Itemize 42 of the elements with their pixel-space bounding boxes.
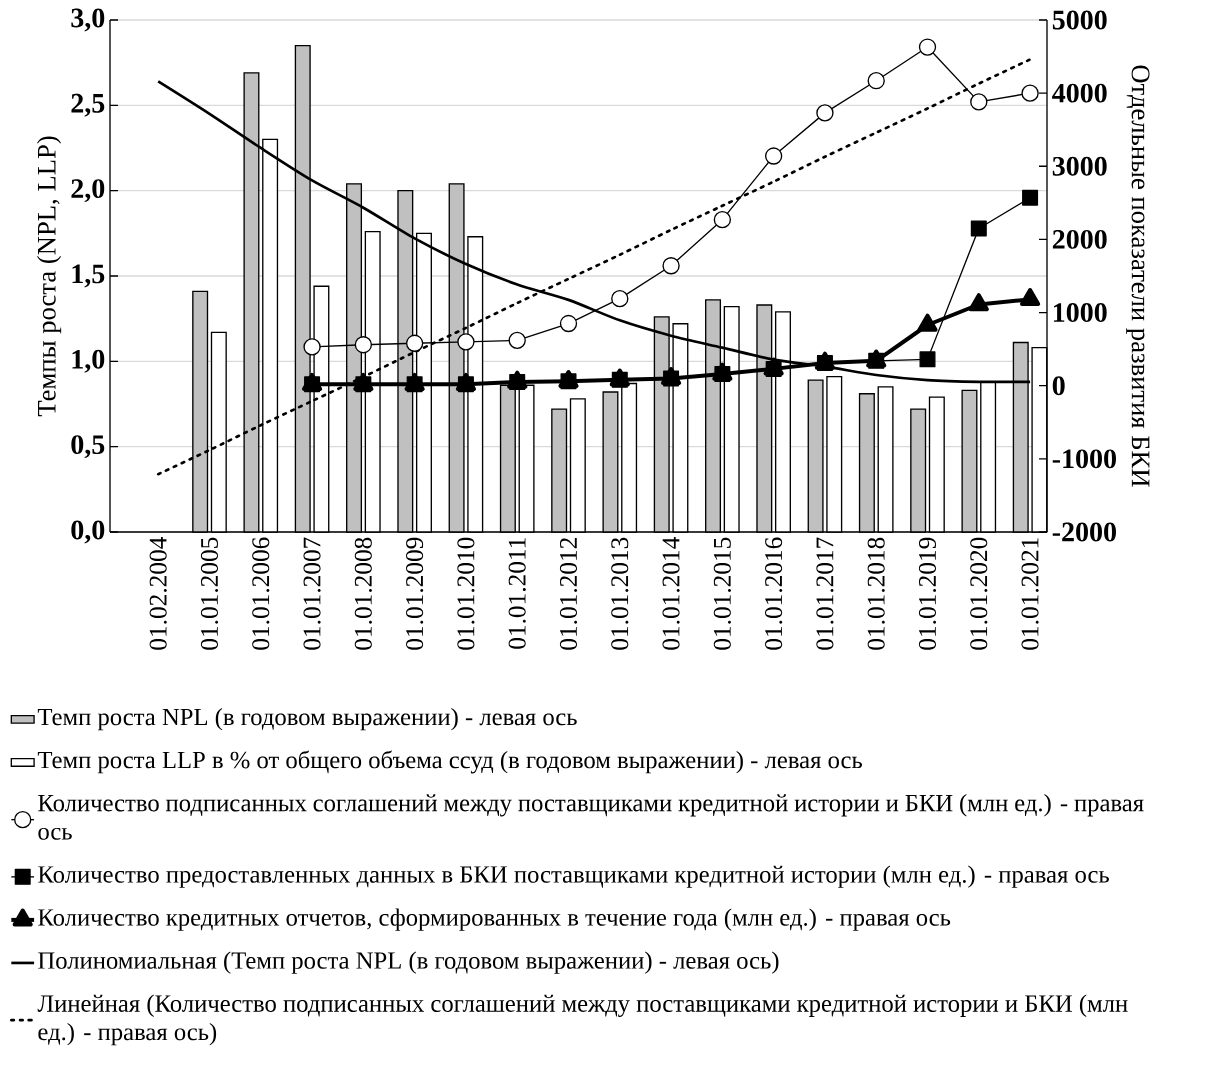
x-tick-label: 01.01.2006 <box>252 537 270 650</box>
y2-tick-label: 3000 <box>1052 156 1107 176</box>
x-tick-label: 01.01.2020 <box>970 537 988 650</box>
y-tick-label: 2,0 <box>71 179 105 203</box>
x-tick-label: 01.01.2011 <box>508 538 526 649</box>
x-tick-label: 01.01.2009 <box>406 537 424 650</box>
y-axis-title: Темпы роста (NPL, LLP) <box>36 136 62 417</box>
legend-label: Количество подписанных соглашений между поставщиками кредитной истории и БКИ (млн ед.) - правая ось <box>38 794 1144 840</box>
y2-tick-label: 0 <box>1052 376 1065 396</box>
y2-tick-label: 1000 <box>1053 303 1107 323</box>
legend-label: Темп роста NPL (в годовом выражении) - левая ось <box>37 707 577 731</box>
y-tick-label: 1,0 <box>72 349 105 373</box>
y2-tick-label: 2000 <box>1052 229 1107 249</box>
x-tick-label: 01.01.2007 <box>303 537 321 650</box>
y2-tick-label: -1000 <box>1052 449 1116 469</box>
y-tick-label: 0,5 <box>71 435 105 459</box>
y-tick-label: 0,0 <box>71 520 105 544</box>
x-tick-label: 01.02.2004 <box>149 537 167 650</box>
y-tick-label: 1,5 <box>72 264 105 288</box>
y2-tick-label: 4000 <box>1052 83 1107 103</box>
legend-label: Темп роста LLP в % от общего объема ссуд (в годовом выражении) - левая ось <box>37 750 862 774</box>
legend-label: Количество предоставленных данных в БКИ поставщиками кредитной истории (млн ед.) - правая ось <box>38 865 1109 888</box>
y2-axis-title: Отдельные показатели развития БКИ <box>1126 65 1150 487</box>
y-tick-label: 2,5 <box>71 93 105 117</box>
x-tick-label: 01.01.2017 <box>816 537 834 650</box>
y2-tick-label: 5000 <box>1052 10 1107 30</box>
legend-label: Количество кредитных отчетов, сформированных в течение года (млн ед.) - правая ось <box>38 908 951 931</box>
x-tick-label: 01.01.2019 <box>918 537 937 650</box>
x-tick-label: 01.01.2015 <box>713 537 731 650</box>
x-tick-label: 01.01.2005 <box>200 537 219 650</box>
x-tick-label: 01.01.2012 <box>559 538 578 650</box>
x-tick-label: 01.01.2013 <box>611 537 629 650</box>
y-tick-label: 3,0 <box>71 8 105 32</box>
x-tick-label: 01.01.2018 <box>867 537 885 650</box>
legend-label: Полиномиальная (Темп роста NPL (в годовом выражении) - левая ось) <box>38 951 779 974</box>
x-tick-label: 01.01.2010 <box>457 537 475 650</box>
x-tick-label: 01.01.2008 <box>354 537 372 650</box>
legend-label: Линейная (Количество подписанных соглашений между поставщиками кредитной истории и БКИ (млн ед.) - правая ось) <box>37 994 1128 1046</box>
x-tick-label: 01.01.2016 <box>765 537 783 650</box>
y2-tick-label: -2000 <box>1052 522 1116 542</box>
x-tick-label: 01.01.2014 <box>662 537 680 650</box>
x-tick-label: 01.01.2021 <box>1021 538 1039 650</box>
